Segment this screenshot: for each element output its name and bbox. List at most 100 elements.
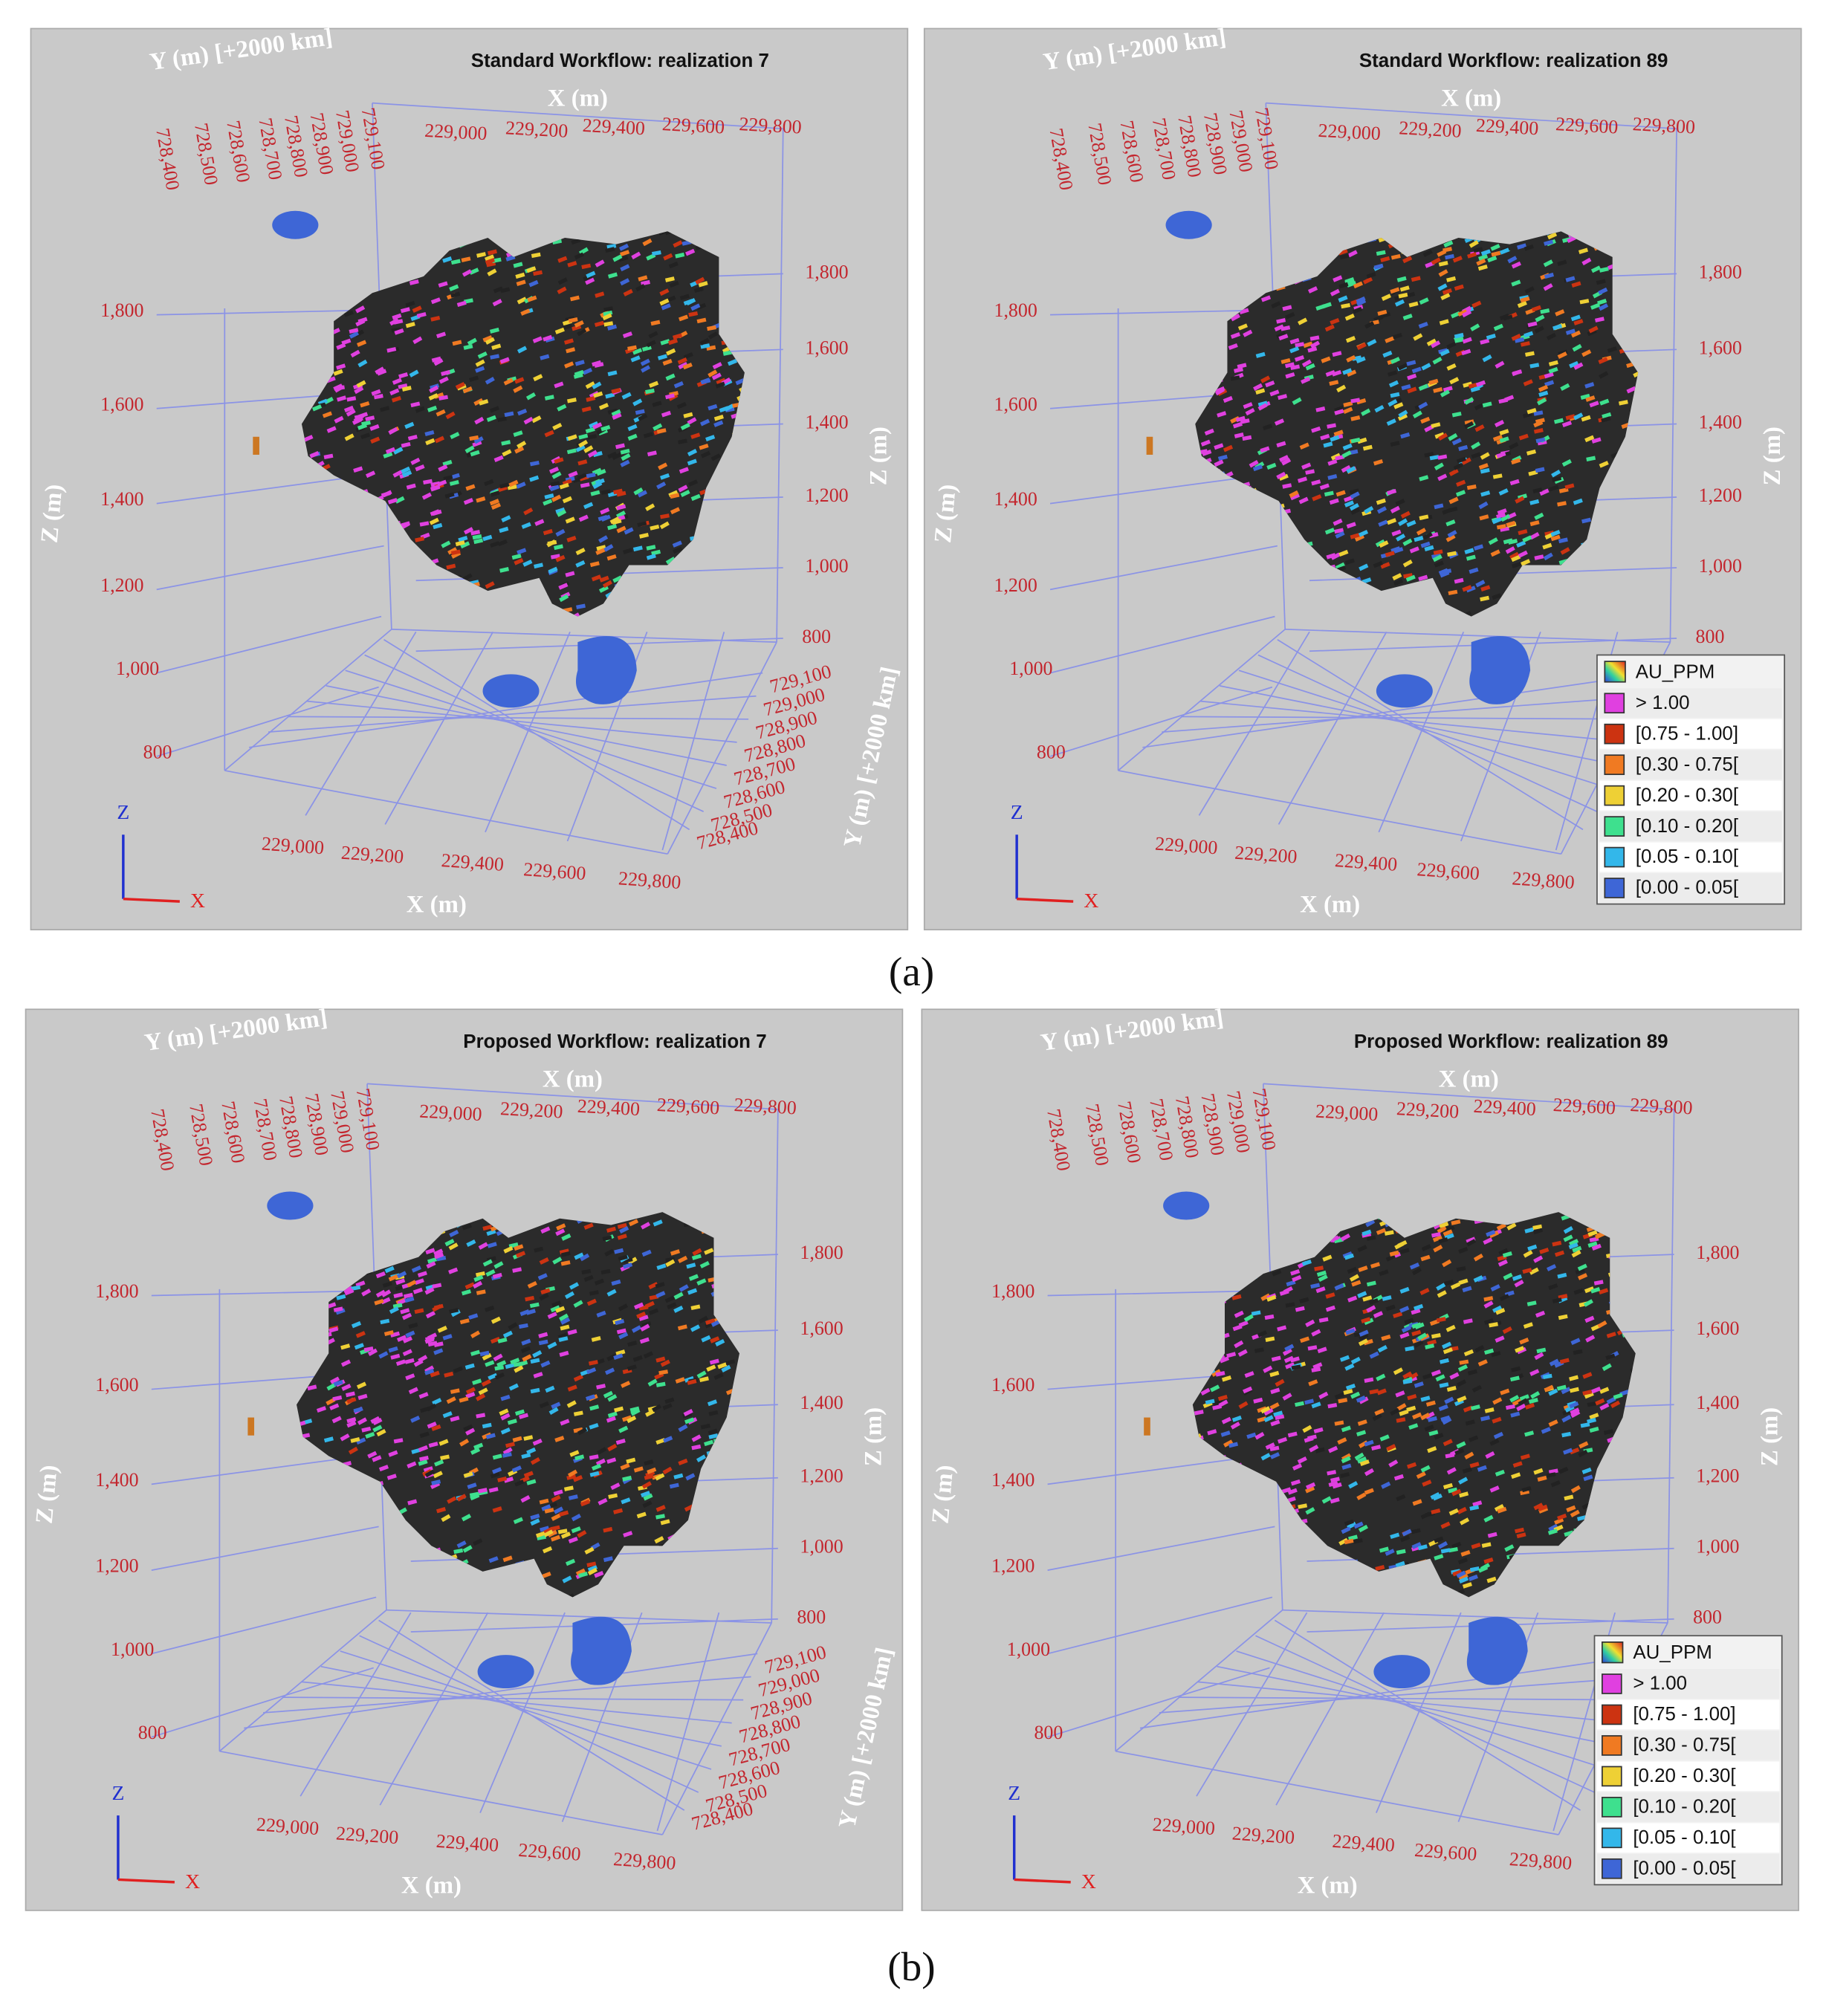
ore-cell: [1404, 1317, 1414, 1325]
ore-cell: [1315, 1447, 1325, 1453]
ore-cell: [463, 1424, 473, 1432]
ore-cell: [500, 287, 511, 294]
ore-cell: [628, 1219, 639, 1227]
ore-cell: [1280, 358, 1291, 364]
ore-cell: [469, 375, 479, 383]
ore-cell: [472, 534, 482, 540]
ore-cell: [1503, 1272, 1513, 1280]
ore-cell: [1492, 473, 1503, 479]
ore-cell: [472, 1378, 482, 1385]
ore-cell: [499, 1408, 509, 1416]
ore-cell: [427, 1422, 437, 1429]
ore-cell: [1573, 498, 1583, 505]
ore-cell: [606, 1457, 617, 1464]
ore-cell: [497, 1337, 508, 1344]
ore-cell: [607, 324, 618, 331]
x-tick-label: 229,600: [1555, 113, 1619, 137]
ore-cell: [1432, 1235, 1442, 1242]
ore-cell: [606, 1289, 617, 1297]
ore-cell: [490, 502, 502, 510]
ore-cell: [1354, 534, 1364, 542]
frame-line: [1049, 545, 1278, 591]
ore-cell: [1440, 1415, 1451, 1422]
frame-line: [372, 102, 783, 130]
ore-cell: [499, 482, 510, 489]
ore-cell: [644, 1459, 654, 1466]
ore-cell: [1593, 1280, 1604, 1286]
ore-cell: [1557, 1272, 1567, 1279]
ore-cell: [1327, 1470, 1337, 1476]
ore-cell: [1552, 1240, 1562, 1247]
ore-cell: [357, 359, 368, 368]
ore-cell: [1524, 1403, 1535, 1410]
x-tick-label: 229,600: [1552, 1094, 1616, 1118]
ore-cell: [594, 320, 604, 328]
ore-cell: [1449, 1372, 1460, 1380]
ore-cell: [1561, 1431, 1572, 1438]
ore-cell: [1393, 1367, 1403, 1375]
ore-cell: [514, 1409, 525, 1416]
ore-cell: [577, 1530, 587, 1538]
ore-cell: [1260, 446, 1270, 453]
ore-cell: [1431, 553, 1441, 560]
ore-cell: [1547, 1264, 1557, 1271]
ore-cell: [699, 418, 710, 427]
ore-cell: [475, 359, 485, 367]
ore-cell: [675, 1377, 685, 1384]
ore-cell: [432, 1283, 442, 1289]
ore-cell: [1472, 1500, 1483, 1507]
ore-cell: [583, 445, 594, 453]
ore-cell: [456, 300, 467, 307]
ore-cell: [401, 386, 412, 392]
ore-cell: [1276, 331, 1286, 339]
ore-cell: [1451, 411, 1462, 418]
caption: (b): [887, 1944, 935, 1989]
ore-cell: [1411, 1322, 1422, 1329]
ore-cell: [1582, 1390, 1593, 1396]
ore-cell: [1564, 1530, 1574, 1537]
ore-cell: [441, 369, 451, 377]
ore-cell: [624, 527, 634, 535]
ore-cell: [1519, 1394, 1529, 1401]
ore-cell: [372, 1455, 382, 1462]
ore-cell: [707, 325, 716, 331]
ore-cell: [353, 466, 363, 473]
axis-title: Z (m): [1756, 1407, 1783, 1466]
legend-swatch: [1604, 816, 1625, 837]
ore-cell: [393, 447, 404, 455]
ore-cell: [446, 563, 456, 570]
frame-line: [244, 1653, 758, 1729]
ore-cell: [1369, 1351, 1379, 1359]
ore-cell: [1439, 319, 1449, 325]
ore-cell: [607, 451, 618, 459]
ore-cell: [404, 1358, 415, 1364]
frame-line: [1282, 1609, 1668, 1624]
ore-cell: [542, 1546, 553, 1554]
ore-cell: [1496, 512, 1506, 519]
ore-cell: [1335, 562, 1346, 570]
ore-cell: [1518, 1398, 1528, 1406]
panel-title: Standard Workflow: realization 89: [1359, 51, 1668, 71]
ore-cell: [1516, 1403, 1526, 1412]
ore-cell: [616, 525, 626, 534]
ore-cell: [582, 367, 593, 375]
ore-cell: [1561, 1387, 1571, 1395]
ore-cell: [585, 381, 595, 389]
ore-cell: [611, 409, 621, 417]
ore-cell: [445, 411, 456, 420]
ore-cell: [595, 478, 605, 485]
ore-cell: [618, 1425, 629, 1433]
ore-cell: [1395, 499, 1405, 506]
ore-cell: [400, 307, 410, 314]
ore-cell: [574, 252, 584, 260]
ore-cell: [405, 322, 415, 328]
ore-cell: [355, 1331, 366, 1338]
ore-cell: [642, 238, 653, 247]
ore-cell: [638, 1315, 649, 1321]
ore-cell: [493, 286, 504, 294]
ore-cell: [1448, 468, 1459, 476]
ore-cell: [1406, 1462, 1417, 1469]
ore-cell: [512, 1267, 522, 1273]
ore-cell: [673, 1306, 684, 1313]
ore-cell: [326, 376, 336, 383]
